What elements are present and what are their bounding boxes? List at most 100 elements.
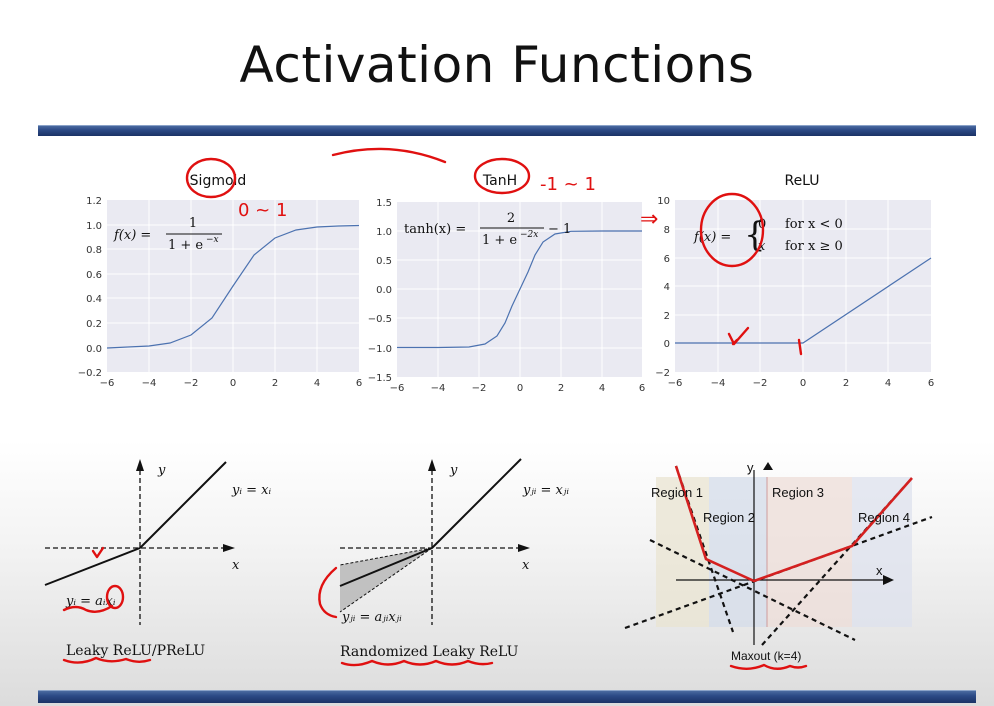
sigmoid-title: Sigmoid	[190, 173, 247, 189]
maxout-caption-underline	[729, 663, 808, 670]
positive-equation: yᵢ = xᵢ	[231, 483, 271, 498]
relu-arrow-note: ⇒	[640, 207, 658, 232]
tick-label: 0.5	[376, 256, 392, 267]
case1-condition: for x < 0	[785, 217, 843, 232]
tick-label: −2	[184, 378, 199, 389]
tick-label: 0	[800, 378, 806, 389]
region-label: Region 4	[858, 510, 910, 525]
formula-lhs: f(x) =	[113, 228, 151, 243]
slope-bound-upper	[339, 547, 433, 566]
sigmoid-formula: f(x) = 1 1 + e −x	[113, 216, 222, 253]
leaky-eq-underline	[62, 604, 114, 613]
tick-label: −4	[431, 383, 446, 394]
sigmoid-y-ticks: 1.2 1.0 0.8 0.6 0.4 0.2 0.0 −0.2	[78, 196, 102, 379]
tick-label: 0.2	[86, 319, 102, 330]
y-axis-label: y	[449, 463, 458, 478]
randomized-leaky-relu-caption: Randomized Leaky ReLU	[340, 644, 519, 660]
maxout-caption: Maxout (k=4)	[731, 649, 801, 663]
tick-label: −4	[711, 378, 726, 389]
arc-stroke	[331, 147, 447, 164]
relu-x-ticks: −6 −4 −2 0 2 4 6	[668, 378, 935, 389]
tick-label: 8	[664, 225, 670, 236]
relu-y-ticks: 10 8 6 4 2 0 −2	[655, 196, 670, 379]
formula-exponent: −x	[206, 235, 219, 245]
tick-label: 6	[639, 383, 645, 394]
tanh-range-note: -1 ~ 1	[540, 174, 596, 195]
x-axis-label: x	[522, 558, 530, 573]
tick-label: 2	[664, 311, 670, 322]
tick-label: −2	[753, 378, 768, 389]
tick-label: 2	[272, 378, 278, 389]
y-axis-arrow	[763, 462, 773, 470]
tick-label: 0.0	[376, 285, 392, 296]
tick-label: 10	[657, 196, 670, 207]
y-axis-arrow	[428, 459, 436, 471]
leaky-check-mark	[91, 546, 105, 559]
randomized-leaky-relu-diagram: y x yⱼᵢ = xⱼᵢ yⱼᵢ = aⱼᵢxⱼᵢ Randomized Le…	[339, 458, 569, 660]
formula-lhs: tanh(x) =	[404, 222, 466, 237]
sigmoid-grid	[107, 200, 359, 372]
tick-label: 0	[517, 383, 523, 394]
sigmoid-x-ticks: −6 −4 −2 0 2 4 6	[100, 378, 363, 389]
formula-exponent: −2x	[520, 230, 538, 240]
x-axis-arrow	[223, 544, 235, 552]
relu-plot: ReLU −6 −4 −2 0 2 4 6 10 8 6 4 2 0 −2	[655, 173, 934, 389]
title-divider-bar	[38, 125, 976, 136]
region-label: Region 1	[651, 485, 703, 500]
tick-label: 1.0	[86, 221, 102, 232]
tanh-title: TanH	[482, 173, 517, 189]
formula-denominator: 1 + e	[168, 238, 203, 253]
formula-lhs: f(x) =	[693, 230, 731, 245]
positive-segment	[431, 458, 522, 549]
region-label: Region 3	[772, 485, 824, 500]
tick-label: 1.5	[376, 198, 392, 209]
y-axis-arrow	[136, 459, 144, 471]
tick-label: −1.0	[368, 344, 392, 355]
x-axis-label: x	[876, 563, 883, 578]
leaky-relu-caption: Leaky ReLU/PReLU	[66, 643, 205, 659]
sigmoid-range-note: 0 ~ 1	[238, 200, 287, 221]
tick-label: 0.8	[86, 245, 102, 256]
tanh-curve	[397, 230, 642, 349]
tick-label: 1.2	[86, 196, 102, 207]
relu-title: ReLU	[784, 173, 819, 189]
footer-divider-bar	[38, 690, 976, 703]
y-axis-label: y	[157, 463, 166, 478]
case2-value: x	[758, 239, 766, 254]
region-2-band	[709, 477, 767, 627]
formula-numerator: 2	[507, 211, 515, 226]
tick-label: 0.4	[86, 294, 102, 305]
positive-segment	[139, 461, 227, 549]
leaky-caption-underline	[62, 656, 152, 664]
tanh-formula: tanh(x) = 2 1 + e −2x − 1	[404, 211, 571, 248]
formula-numerator: 1	[189, 216, 197, 231]
x-axis-label: x	[232, 558, 240, 573]
sigmoid-curve	[106, 224, 360, 349]
tanh-circle	[473, 157, 531, 195]
x-axis-arrow	[883, 575, 894, 585]
tick-label: 6	[356, 378, 362, 389]
tanh-y-ticks: 1.5 1.0 0.5 0.0 −0.5 −1.0 −1.5	[368, 198, 392, 384]
tick-label: 1.0	[376, 227, 392, 238]
tick-label: 0.0	[86, 344, 102, 355]
tick-label: −2	[655, 368, 670, 379]
tick-label: −6	[390, 383, 405, 394]
tick-label: 4	[314, 378, 320, 389]
relu-formula-circle	[699, 192, 765, 268]
tick-label: −2	[472, 383, 487, 394]
tick-label: 0.6	[86, 270, 102, 281]
region-label: Region 2	[703, 510, 755, 525]
formula-tail: − 1	[548, 222, 571, 237]
leaky-relu-diagram: y x yᵢ = xᵢ yᵢ = aᵢxᵢ Leaky ReLU/PReLU	[44, 459, 271, 659]
maxout-envelope	[674, 465, 913, 583]
relu-zero-mark	[797, 338, 803, 356]
tick-label: −0.5	[368, 314, 392, 325]
handwritten-annotations	[62, 147, 808, 670]
tick-label: −4	[142, 378, 157, 389]
negative-segment	[339, 547, 433, 587]
relu-curve	[675, 257, 932, 344]
negative-segment	[44, 547, 141, 586]
tick-label: 4	[664, 282, 670, 293]
sigmoid-plot: Sigmoid −6 −4 −2 0 2 4 6 1.2 1.0 0.8 0.6…	[78, 173, 362, 389]
